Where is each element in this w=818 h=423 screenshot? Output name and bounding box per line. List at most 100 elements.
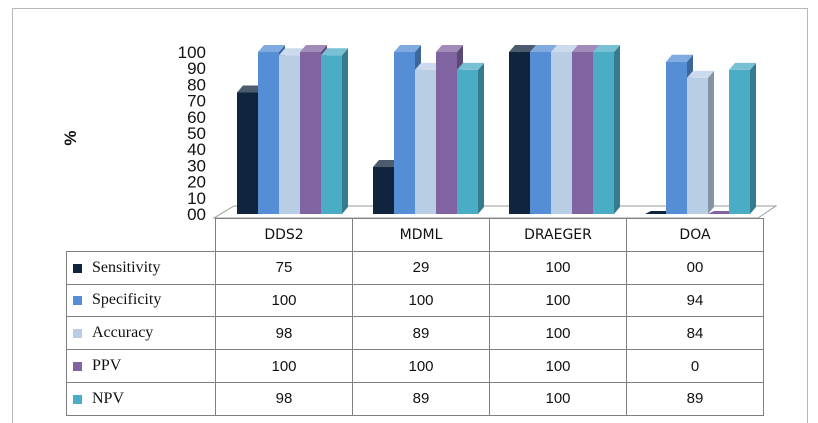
data-value: 100	[215, 283, 353, 318]
table-row: Specificity 100 100 100 94	[66, 283, 764, 318]
bar-top	[666, 54, 693, 62]
bar	[666, 61, 687, 214]
series-legend-cell: Accuracy	[66, 316, 216, 351]
table-row: PPV 100 100 100 0	[66, 349, 764, 383]
bar-zero	[708, 211, 735, 214]
series-name: Sensitivity	[92, 258, 161, 276]
series-legend-cell: Specificity	[66, 283, 216, 318]
bar-top	[687, 70, 714, 78]
bar	[729, 69, 750, 214]
data-value: 100	[352, 283, 490, 318]
bar	[551, 52, 572, 214]
bar-side	[342, 48, 348, 214]
data-value: 100	[489, 283, 627, 318]
data-value: 89	[626, 381, 764, 416]
bar-top	[394, 45, 421, 52]
bar-top	[457, 62, 484, 70]
plot-floor	[212, 205, 778, 219]
data-value: 29	[352, 250, 490, 285]
series-name: NPV	[92, 389, 125, 407]
legend-key	[73, 329, 82, 339]
bar	[237, 92, 258, 214]
category-label: DOA	[626, 218, 764, 252]
y-tick-label: 70	[187, 92, 206, 111]
data-value: 75	[215, 250, 353, 285]
y-tick-label: 100	[178, 43, 206, 62]
table-row: Sensitivity 75 29 100 00	[66, 250, 764, 285]
data-value: 98	[215, 316, 353, 351]
data-value: 98	[215, 381, 353, 416]
bar-top	[729, 62, 756, 70]
category-label: MDML	[352, 218, 490, 252]
y-tick-label: 00	[187, 205, 206, 224]
data-value: 00	[626, 250, 764, 285]
bar-top	[436, 45, 463, 52]
y-axis-title: %	[61, 130, 80, 145]
bar-top	[551, 45, 578, 52]
y-tick-label: 90	[187, 59, 206, 78]
bar	[258, 52, 279, 214]
series-name: Specificity	[92, 291, 162, 309]
data-value: 89	[352, 316, 490, 351]
data-value: 94	[626, 283, 764, 318]
data-table: DDS2 MDML DRAEGER DOA Sensitivity 75 29 100 00 Sp…	[66, 218, 764, 416]
data-value: 100	[489, 381, 627, 416]
category-label: DDS2	[215, 218, 353, 252]
legend-key	[73, 263, 82, 273]
bar-top	[279, 48, 306, 56]
data-value: 100	[489, 316, 627, 351]
bar	[415, 69, 436, 214]
bar	[394, 52, 415, 214]
bar	[436, 52, 457, 214]
bar-top	[415, 62, 442, 70]
series-name: PPV	[92, 357, 122, 375]
y-tick-label: 30	[187, 156, 206, 175]
bar-side	[708, 70, 714, 214]
bar-side	[750, 62, 756, 214]
bar	[373, 167, 394, 214]
bar-top	[258, 45, 285, 52]
bar	[457, 69, 478, 214]
y-tick-label: 40	[187, 140, 206, 159]
bar-top	[530, 45, 557, 52]
bar-side	[614, 45, 620, 214]
bar-top	[509, 45, 536, 52]
legend-key	[73, 361, 82, 371]
bar	[321, 55, 342, 214]
bar-side	[478, 62, 484, 214]
data-value: 100	[489, 250, 627, 285]
bar-top	[321, 48, 348, 56]
bar	[279, 55, 300, 214]
bar-top	[593, 45, 620, 52]
data-value: 100	[489, 349, 627, 383]
series-legend-cell: PPV	[66, 349, 216, 383]
series-name: Accuracy	[92, 324, 154, 342]
y-tick-label: 50	[187, 124, 206, 143]
bar-top	[237, 85, 264, 93]
chart-frame	[12, 8, 808, 423]
bar	[593, 52, 614, 214]
data-value: 89	[352, 381, 490, 416]
bar	[509, 52, 530, 214]
bar-top	[373, 160, 400, 168]
data-value: 84	[626, 316, 764, 351]
y-tick-label: 80	[187, 75, 206, 94]
data-value: 0	[626, 349, 764, 383]
category-label: DRAEGER	[489, 218, 627, 252]
table-header-row: DDS2 MDML DRAEGER DOA	[67, 218, 764, 252]
legend-key	[73, 296, 82, 306]
y-tick-label: 60	[187, 108, 206, 127]
bar	[300, 52, 321, 214]
data-value: 100	[352, 349, 490, 383]
y-tick-label: 10	[187, 189, 206, 208]
data-value: 100	[215, 349, 353, 383]
legend-key	[73, 394, 82, 404]
table-row: Accuracy 98 89 100 84	[66, 316, 764, 351]
table-corner	[67, 219, 216, 252]
bar-top	[572, 45, 599, 52]
series-legend-cell: NPV	[66, 381, 216, 416]
series-legend-cell: Sensitivity	[66, 250, 216, 285]
bar	[572, 52, 593, 214]
table-row: NPV 98 89 100 89	[66, 381, 764, 416]
